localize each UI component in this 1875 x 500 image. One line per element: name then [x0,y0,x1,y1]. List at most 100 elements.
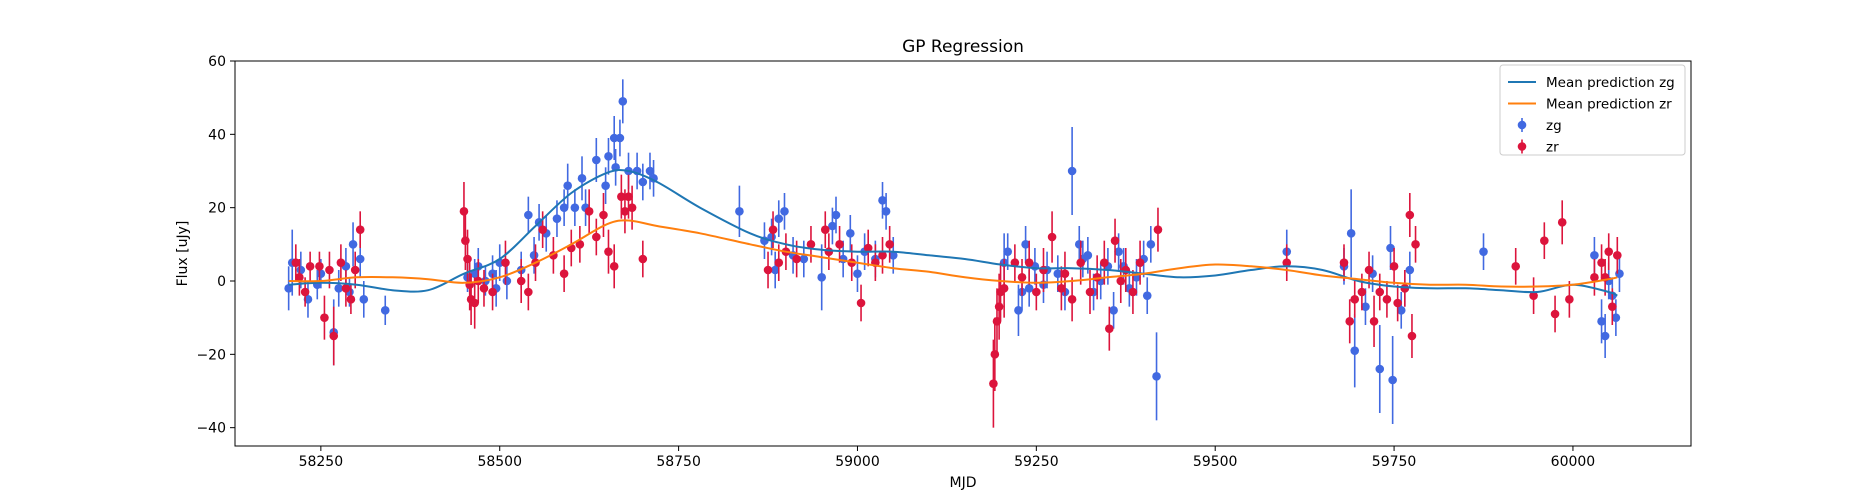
data-point-zg [1600,314,1610,358]
data-point-zr [1010,244,1020,281]
data-point-zr [1590,259,1599,296]
data-point-zr [1389,248,1399,285]
data-point-zr [1060,251,1070,296]
data-point-zr [1393,284,1402,322]
legend: Mean prediction zg Mean prediction zr zg zr [1499,64,1686,156]
data-point-zr [516,259,526,303]
data-point-zg [638,163,648,201]
data-point-zg [1346,189,1356,278]
data-point-zr [336,244,346,281]
legend-label: Mean prediction zr [1546,97,1672,113]
data-point-zr [315,251,324,281]
plot-area [284,79,1624,428]
data-point-zr [1345,299,1355,344]
data-point-zr [1085,270,1095,314]
data-point-zr [291,244,301,281]
data-point-zr [1604,233,1614,270]
data-point-zr [592,218,601,256]
data-point-zr [885,226,894,263]
x-tick-label: 59750 [1372,454,1417,470]
data-point-zg [1142,277,1152,314]
legend-box [1499,64,1686,156]
data-point-zg [618,79,628,124]
data-point-zg [1021,226,1030,263]
y-tick-label: −20 [196,347,226,363]
data-point-zr [1400,270,1410,307]
data-point-zr [820,211,830,248]
data-point-zr [1135,240,1145,285]
legend-entry: Mean prediction zr [1508,97,1672,113]
data-point-zg [1375,325,1385,413]
axes-frame [234,60,1692,447]
data-point-zg [380,295,390,325]
x-tick-label: 59250 [1014,454,1059,470]
data-point-zg [524,196,533,234]
legend-entry: zg [1517,118,1562,134]
y-axis-label: Flux [uJy] [175,221,191,287]
data-point-zg [592,138,601,182]
data-point-zr [1128,270,1138,314]
data-point-zr [329,306,339,366]
data-point-zr [609,244,619,289]
data-point-zr [1024,240,1034,285]
data-point-zr [1032,273,1041,311]
x-axis-label: MJD [950,475,977,491]
data-point-zr [1067,277,1077,322]
data-point-zr [1116,259,1126,303]
data-point-zg [881,193,891,230]
data-point-zr [341,270,351,307]
data-point-zr [538,211,547,248]
data-point-zg [1479,233,1488,270]
data-point-zr [1047,211,1057,263]
data-point-zg [604,138,613,175]
data-point-zr [638,240,648,278]
legend-marker-swatch [1517,118,1527,132]
data-point-zr [1110,218,1120,263]
data-point-zr [1282,244,1292,281]
data-point-zr [763,251,773,289]
data-point-zg [1067,127,1077,215]
data-point-zg [615,119,625,157]
data-point-zg [348,222,358,267]
legend-marker-swatch [1517,139,1527,154]
data-point-zr [305,251,315,281]
x-tick-label: 58250 [299,454,344,470]
y-tick-label: 40 [208,127,226,143]
data-point-zg [1396,292,1406,329]
legend-label: zg [1546,118,1562,134]
y-tick-label: 20 [208,201,226,217]
x-tick-label: 59000 [835,454,880,470]
data-point-zr [320,295,329,340]
x-tick-label: 58500 [477,454,522,470]
data-point-zr [1565,281,1574,318]
legend-label: Mean prediction zg [1546,75,1675,91]
data-point-zr [1105,306,1114,351]
x-tick-label: 60000 [1551,454,1596,470]
data-point-zr [575,226,585,263]
data-point-zr [524,273,533,311]
data-point-zg [284,266,293,311]
data-point-zr [1382,281,1392,318]
data-point-zr [1369,295,1379,347]
y-axis-ticks: −40 −20 0 20 40 60 [196,54,235,437]
data-point-zr [627,185,637,230]
data-point-zg [780,193,789,230]
data-point-zr [1511,248,1521,285]
data-point-zr [1529,277,1538,314]
data-point-zr [1540,222,1549,259]
data-point-zg [1405,251,1415,289]
line-Mean prediction zr [288,219,1618,288]
data-point-zr [350,251,360,289]
data-point-zr [470,277,479,329]
data-point-zg [817,244,826,311]
data-point-zr [1339,244,1349,281]
data-point-zg [1083,237,1093,274]
data-point-zg [1053,255,1063,292]
x-tick-label: 58750 [656,454,701,470]
data-point-zg [1386,226,1395,270]
data-point-zr [604,229,613,274]
data-point-zr [1350,281,1360,318]
data-point-zr [1557,200,1567,245]
data-point-zg [1152,332,1161,421]
